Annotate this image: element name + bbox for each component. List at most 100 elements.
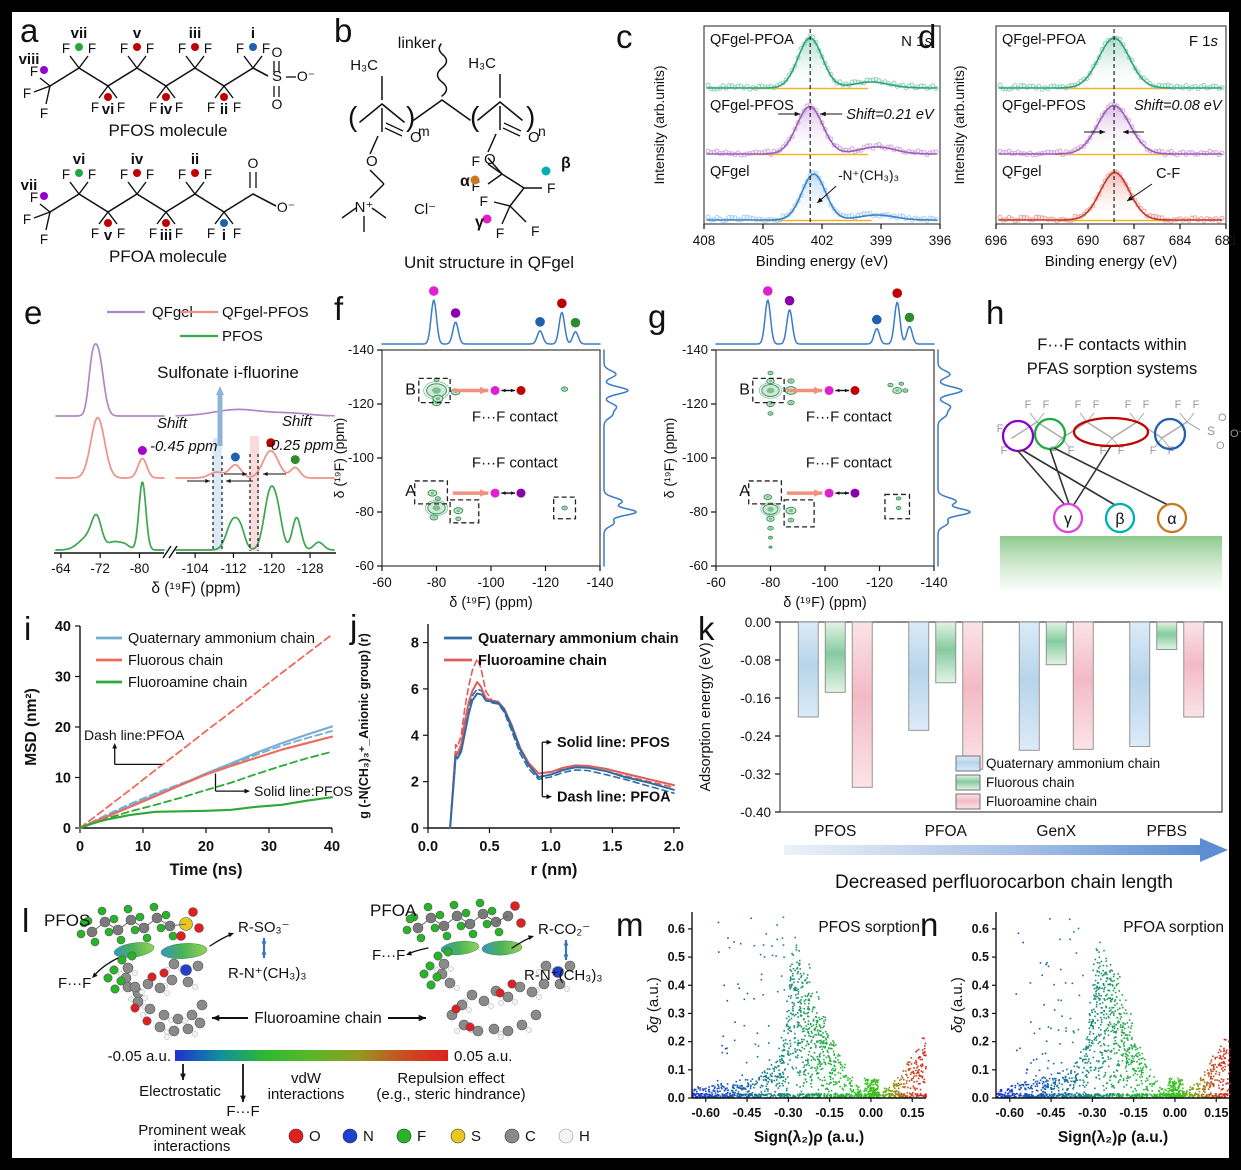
- svg-text:PFBS: PFBS: [1147, 823, 1187, 840]
- svg-text:O: O: [272, 96, 283, 112]
- svg-text:F: F: [30, 190, 38, 205]
- svg-text:-100: -100: [477, 575, 504, 590]
- svg-text:F: F: [471, 153, 480, 169]
- svg-text:vi: vi: [102, 101, 115, 118]
- svg-text:n: n: [538, 123, 546, 139]
- svg-text:-0.60: -0.60: [996, 1106, 1025, 1120]
- svg-text:0.4: 0.4: [972, 978, 989, 992]
- svg-text:0.6: 0.6: [668, 922, 685, 936]
- svg-text:i: i: [251, 25, 255, 42]
- svg-text:interactions: interactions: [154, 1138, 231, 1155]
- svg-text:F: F: [40, 232, 48, 247]
- svg-text:F: F: [547, 180, 556, 196]
- svg-text:QFgel-PFOS: QFgel-PFOS: [1002, 98, 1086, 114]
- svg-text:C-F: C-F: [1156, 166, 1180, 182]
- svg-text:-140: -140: [348, 342, 374, 357]
- panel-g-2d-nmr-chart: B A F···F contact F···F contact -60 -80 -100 -1…: [661, 286, 971, 611]
- svg-text:F: F: [23, 86, 31, 101]
- svg-text:F: F: [120, 167, 128, 182]
- svg-text:-0.30: -0.30: [774, 1106, 803, 1120]
- svg-text:-120: -120: [258, 561, 285, 576]
- svg-text:O: O: [366, 153, 378, 170]
- svg-text:-60: -60: [689, 558, 708, 573]
- svg-text:S: S: [272, 68, 282, 85]
- svg-text:F···F: F···F: [58, 975, 91, 992]
- panel-c-xps-n1s-chart: QFgel-PFOA QFgel-PFOS QFgel N 1s 408 405 402 39…: [651, 25, 951, 270]
- svg-text:ii: ii: [220, 101, 228, 118]
- svg-text:F: F: [117, 226, 125, 241]
- svg-text:F: F: [1001, 445, 1008, 457]
- svg-text:40: 40: [55, 619, 71, 635]
- svg-text:F: F: [471, 178, 480, 194]
- svg-text:0.0: 0.0: [972, 1091, 989, 1105]
- svg-text:QFgel: QFgel: [1002, 164, 1042, 180]
- panel-label-g: g: [648, 298, 667, 335]
- svg-text:F: F: [479, 193, 488, 209]
- svg-text:0.3: 0.3: [668, 1006, 685, 1020]
- svg-text:r (nm): r (nm): [531, 861, 578, 879]
- svg-text:F: F: [233, 100, 241, 115]
- svg-text:F···F: F···F: [226, 1103, 259, 1120]
- svg-text:30: 30: [55, 670, 71, 686]
- panel-label-e: e: [24, 294, 43, 331]
- svg-text:687: 687: [1123, 233, 1146, 248]
- panel-label-m: m: [616, 906, 644, 943]
- svg-text:QFgel-PFOS: QFgel-PFOS: [222, 304, 309, 321]
- svg-text:-0.15: -0.15: [1119, 1106, 1148, 1120]
- svg-text:0.0: 0.0: [668, 1091, 685, 1105]
- svg-text:Sulfonate i-fluorine: Sulfonate i-fluorine: [157, 363, 299, 382]
- svg-text:-N⁺(CH₃)₃: -N⁺(CH₃)₃: [838, 168, 899, 183]
- svg-text:F···F: F···F: [372, 947, 405, 964]
- svg-text:-120: -120: [682, 396, 708, 411]
- svg-text:PFAS sorption systems: PFAS sorption systems: [1027, 360, 1198, 378]
- svg-text:402: 402: [811, 233, 834, 248]
- svg-text:F: F: [40, 106, 48, 121]
- svg-text:6: 6: [411, 682, 419, 698]
- svg-text:(: (: [470, 101, 480, 132]
- svg-text:Sign(λ₂)ρ (a.u.): Sign(λ₂)ρ (a.u.): [754, 1129, 864, 1146]
- svg-text:F: F: [997, 423, 1004, 435]
- svg-text:F: F: [1118, 445, 1125, 457]
- svg-text:-60: -60: [355, 558, 374, 573]
- svg-text:C: C: [525, 1128, 536, 1145]
- svg-text:8: 8: [411, 636, 419, 652]
- svg-text:-0.45: -0.45: [1037, 1106, 1066, 1120]
- svg-text:H₃C: H₃C: [350, 57, 378, 74]
- panel-label-a: a: [20, 12, 39, 49]
- svg-text:405: 405: [752, 233, 775, 248]
- svg-text:Decreased perfluorocarbon chai: Decreased perfluorocarbon chain length: [835, 872, 1173, 893]
- svg-text:-0.30: -0.30: [1078, 1106, 1107, 1120]
- svg-text:PFOS: PFOS: [44, 911, 90, 930]
- svg-text:F: F: [1193, 399, 1200, 411]
- svg-text:F: F: [1050, 445, 1057, 457]
- svg-text:N: N: [363, 1128, 374, 1145]
- svg-text:A: A: [405, 483, 416, 500]
- svg-text:QFgel: QFgel: [710, 164, 750, 180]
- svg-text:F: F: [1143, 399, 1150, 411]
- svg-text:vii: vii: [21, 177, 38, 194]
- svg-text:F: F: [146, 41, 154, 56]
- svg-text:δ (¹⁹F) (ppm): δ (¹⁹F) (ppm): [783, 595, 867, 611]
- svg-text:F: F: [91, 100, 99, 115]
- svg-text:Binding energy (eV): Binding energy (eV): [1045, 253, 1178, 270]
- svg-text:F: F: [1093, 399, 1100, 411]
- svg-text:-80: -80: [689, 504, 708, 519]
- panel-label-n: n: [920, 906, 939, 943]
- svg-text:0.00: 0.00: [1163, 1106, 1187, 1120]
- svg-text:0.00: 0.00: [745, 615, 771, 630]
- svg-text:F: F: [62, 41, 70, 56]
- svg-text:-140: -140: [682, 342, 708, 357]
- panel-label-k: k: [698, 610, 715, 647]
- panel-d-xps-f1s-chart: QFgel-PFOA QFgel-PFOS QFgel F 1s 696 693 690 68…: [951, 25, 1237, 270]
- svg-text:408: 408: [693, 233, 716, 248]
- panel-k-adsorption-bar-chart: 0.00 -0.08 -0.16 -0.24 -0.32 -0.40 Adsorption …: [698, 615, 1228, 893]
- svg-text:0.2: 0.2: [668, 1035, 685, 1049]
- svg-text:F: F: [1150, 445, 1157, 457]
- svg-text:-112: -112: [220, 561, 246, 576]
- svg-text:S: S: [1207, 424, 1215, 438]
- svg-text:696: 696: [985, 233, 1008, 248]
- svg-text:F: F: [23, 212, 31, 227]
- svg-text:PFOA sorption: PFOA sorption: [1123, 919, 1224, 936]
- svg-text:-0.05 a.u.: -0.05 a.u.: [108, 1048, 171, 1065]
- svg-text:Cl⁻: Cl⁻: [414, 201, 436, 218]
